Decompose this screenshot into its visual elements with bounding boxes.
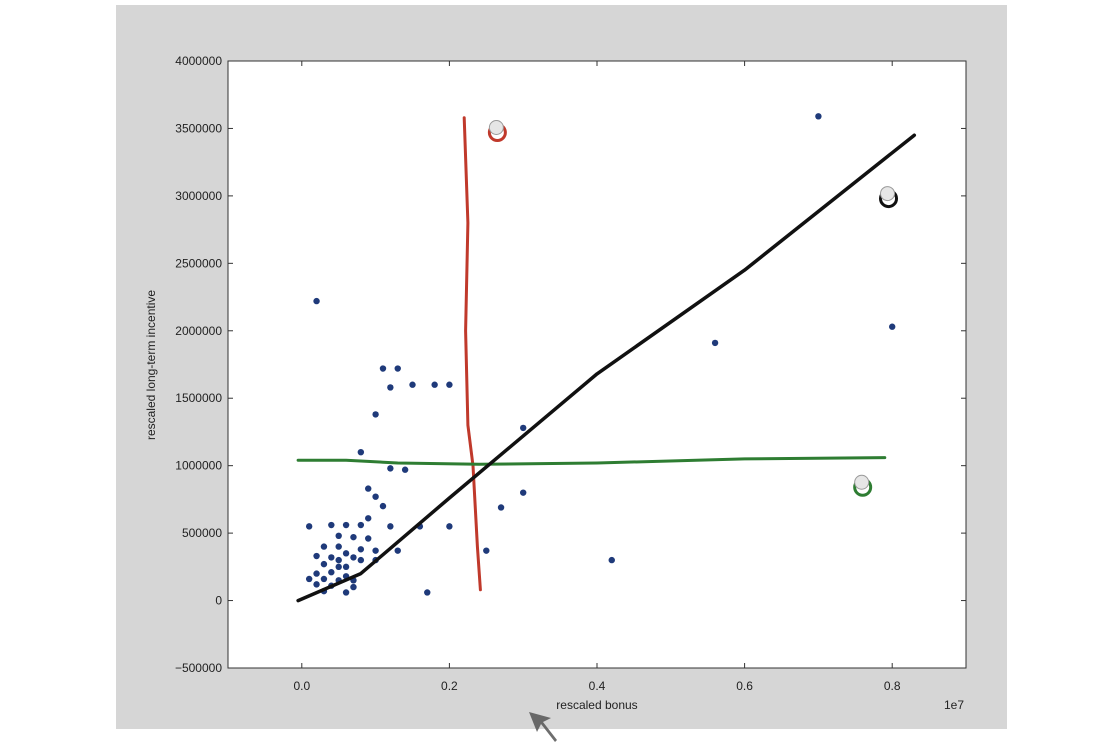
data-point — [608, 556, 615, 564]
data-point — [320, 543, 328, 550]
data-point — [424, 589, 431, 596]
data-point — [328, 554, 335, 561]
plot-area — [227, 60, 967, 669]
data-point — [520, 424, 527, 432]
diagonal-regression-line — [296, 133, 917, 603]
data-point — [320, 560, 328, 568]
data-point — [335, 556, 342, 564]
red-centroid-marker-marker — [488, 119, 504, 135]
x-tick-label: 0.0 — [293, 679, 310, 693]
data-point — [394, 365, 401, 372]
data-point — [335, 532, 342, 540]
data-point — [520, 489, 527, 496]
y-tick-label: 1500000 — [175, 391, 222, 405]
data-point — [342, 563, 350, 571]
data-point — [387, 384, 394, 391]
y-tick-label: 1000000 — [175, 459, 222, 473]
x-tick-label: 0.4 — [589, 679, 606, 693]
data-point — [335, 543, 342, 550]
data-point — [711, 339, 719, 347]
y-tick-label: 0 — [215, 594, 222, 608]
data-point — [335, 563, 342, 571]
black-centroid-marker-marker — [880, 186, 896, 202]
mouse-cursor-icon — [529, 712, 557, 742]
x-tick-label: 0.8 — [884, 679, 901, 693]
data-point — [365, 515, 372, 522]
horizontal-split-line — [296, 456, 887, 466]
data-point — [365, 485, 372, 492]
x-tick-label: 0.2 — [441, 679, 458, 693]
y-tick-label: 3000000 — [175, 189, 222, 203]
data-point — [350, 533, 357, 541]
data-point — [313, 570, 320, 577]
data-point — [320, 575, 328, 583]
annotations — [296, 116, 917, 603]
data-point — [379, 502, 387, 510]
data-points — [305, 113, 896, 596]
data-point — [372, 411, 379, 418]
data-point — [342, 550, 350, 557]
data-point — [350, 583, 357, 591]
data-point — [313, 581, 320, 588]
data-point — [394, 547, 401, 554]
data-point — [372, 547, 379, 554]
data-point — [446, 523, 453, 530]
data-point — [305, 523, 313, 530]
x-axis-scale-label: 1e7 — [944, 698, 964, 712]
y-tick-label: 2500000 — [175, 256, 222, 270]
data-point — [446, 381, 453, 388]
axis-ticks: 0.0 0.2 0.4 0.6 0.8 −500000 0 500000 1000000 1500… — [175, 54, 966, 693]
data-point — [815, 113, 822, 120]
data-point — [409, 381, 416, 388]
data-point — [401, 466, 409, 473]
green-centroid-marker-marker — [854, 474, 870, 490]
data-point — [379, 365, 387, 372]
data-point — [483, 547, 490, 554]
data-point — [372, 493, 379, 500]
data-point — [387, 523, 394, 530]
data-point — [357, 556, 365, 564]
data-point — [357, 448, 365, 456]
data-point — [313, 552, 320, 560]
data-point — [357, 546, 365, 553]
y-tick-label: 2000000 — [175, 324, 222, 338]
x-axis-label: rescaled bonus — [556, 698, 637, 712]
data-point — [387, 465, 394, 472]
data-point — [889, 323, 896, 330]
data-point — [431, 381, 438, 388]
y-tick-label: −500000 — [175, 661, 222, 675]
data-point — [313, 297, 320, 305]
data-point — [350, 554, 357, 561]
data-point — [365, 535, 372, 542]
data-point — [342, 521, 350, 529]
y-tick-label: 500000 — [182, 526, 222, 540]
y-axis-label: rescaled long-term incentive — [144, 290, 158, 440]
y-tick-label: 4000000 — [175, 54, 222, 68]
vertical-split-line — [462, 116, 482, 592]
data-point — [328, 521, 335, 529]
y-tick-label: 3500000 — [175, 121, 222, 135]
data-point — [342, 589, 350, 596]
data-point — [328, 569, 335, 576]
data-point — [497, 504, 505, 511]
data-point — [305, 575, 313, 583]
data-point — [357, 521, 365, 529]
x-tick-label: 0.6 — [736, 679, 753, 693]
